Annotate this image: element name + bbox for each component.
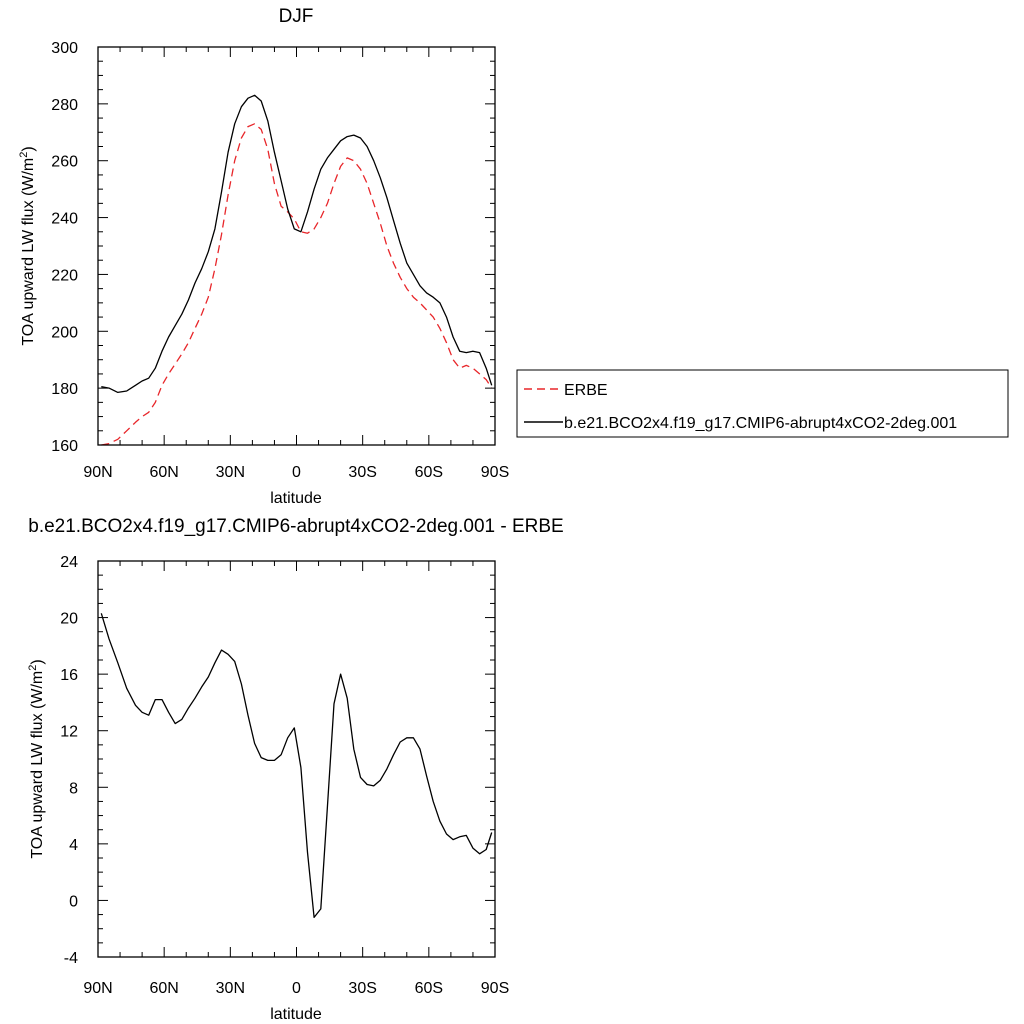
top-y-tick-label: 280 — [51, 97, 78, 114]
bottom-chart-series-layer — [100, 613, 493, 919]
top-y-tick-label: 200 — [51, 324, 78, 341]
top-y-tick-label: 180 — [51, 381, 78, 398]
top-y-tick-label: 300 — [51, 40, 78, 57]
top-chart: DJF 90N 60N 30N 0 30S 60S 90S 160 180 200 220 240 26… — [18, 6, 1009, 507]
bottom-chart-y-axis-label-text: TOA upward LW flux (W/m — [29, 671, 46, 859]
bottom-chart-title: b.e21.BCO2x4.f19_g17.CMIP6-abrupt4xCO2-2… — [28, 516, 563, 537]
top-chart-series-layer — [101, 94, 493, 446]
top-x-tick-label: 90S — [481, 464, 509, 481]
top-x-tick-label: 90N — [83, 464, 112, 481]
top-x-tick-label: 60N — [149, 464, 178, 481]
bottom-x-tick-label: 90S — [481, 980, 509, 997]
bottom-x-tick-label: 30S — [348, 980, 376, 997]
bottom-y-tick-label: 12 — [60, 724, 78, 741]
top-y-tick-label: 220 — [51, 267, 78, 284]
bottom-y-tick-label: -4 — [64, 950, 78, 967]
top-chart-ticks: 90N 60N 30N 0 30S 60S 90S 160 180 200 220 240 260 280… — [51, 40, 509, 481]
top-chart-legend: ERBE b.e21.BCO2x4.f19_g17.CMIP6-abrupt4x… — [516, 369, 1009, 438]
top-y-tick-label: 160 — [51, 438, 78, 455]
top-chart-frame — [97, 46, 496, 446]
top-x-tick-label: 60S — [415, 464, 443, 481]
top-x-tick-label: 30S — [348, 464, 376, 481]
top-x-tick-label: 30N — [216, 464, 245, 481]
bottom-x-tick-label: 90N — [83, 980, 112, 997]
bottom-y-tick-label: 4 — [69, 837, 78, 854]
bottom-y-tick-label: 20 — [60, 611, 78, 628]
bottom-chart-x-axis-label: latitude — [270, 1006, 322, 1023]
bottom-chart-y-axis-label-sup: 2 — [27, 665, 39, 671]
top-chart-y-axis-label-sup: 2 — [18, 152, 30, 158]
legend-model-label: b.e21.BCO2x4.f19_g17.CMIP6-abrupt4xCO2-2… — [564, 415, 957, 432]
bottom-chart-ticks: 90N 60N 30N 0 30S 60S 90S -4 0 4 8 12 16 20 24 — [60, 554, 509, 997]
bottom-series-line-difference — [100, 613, 493, 919]
legend-erbe-label: ERBE — [564, 382, 608, 399]
top-chart-y-axis-label: TOA upward LW flux (W/m2) — [18, 146, 37, 345]
bottom-x-tick-label: 30N — [216, 980, 245, 997]
top-y-tick-label: 260 — [51, 154, 78, 171]
legend-frame — [516, 369, 1009, 438]
top-chart-title: DJF — [279, 6, 314, 27]
top-chart-y-axis-label-close: ) — [20, 146, 37, 151]
bottom-x-tick-label: 60N — [149, 980, 178, 997]
bottom-y-tick-label: 8 — [69, 780, 78, 797]
top-chart-y-axis-label-text: TOA upward LW flux (W/m — [20, 158, 37, 346]
top-series-line-model — [101, 94, 493, 394]
top-chart-x-axis-label: latitude — [270, 490, 322, 507]
bottom-chart-y-axis-label: TOA upward LW flux (W/m2) — [27, 659, 46, 858]
top-x-tick-label: 0 — [292, 464, 301, 481]
bottom-y-tick-label: 24 — [60, 554, 78, 571]
top-series-line-erbe — [101, 123, 493, 446]
bottom-y-tick-label: 0 — [69, 893, 78, 910]
top-y-tick-label: 240 — [51, 211, 78, 228]
bottom-chart: b.e21.BCO2x4.f19_g17.CMIP6-abrupt4xCO2-2… — [27, 516, 564, 1023]
bottom-y-tick-label: 16 — [60, 667, 78, 684]
bottom-x-tick-label: 0 — [292, 980, 301, 997]
bottom-x-tick-label: 60S — [415, 980, 443, 997]
bottom-chart-frame — [97, 560, 496, 958]
bottom-chart-y-axis-label-close: ) — [29, 659, 46, 664]
